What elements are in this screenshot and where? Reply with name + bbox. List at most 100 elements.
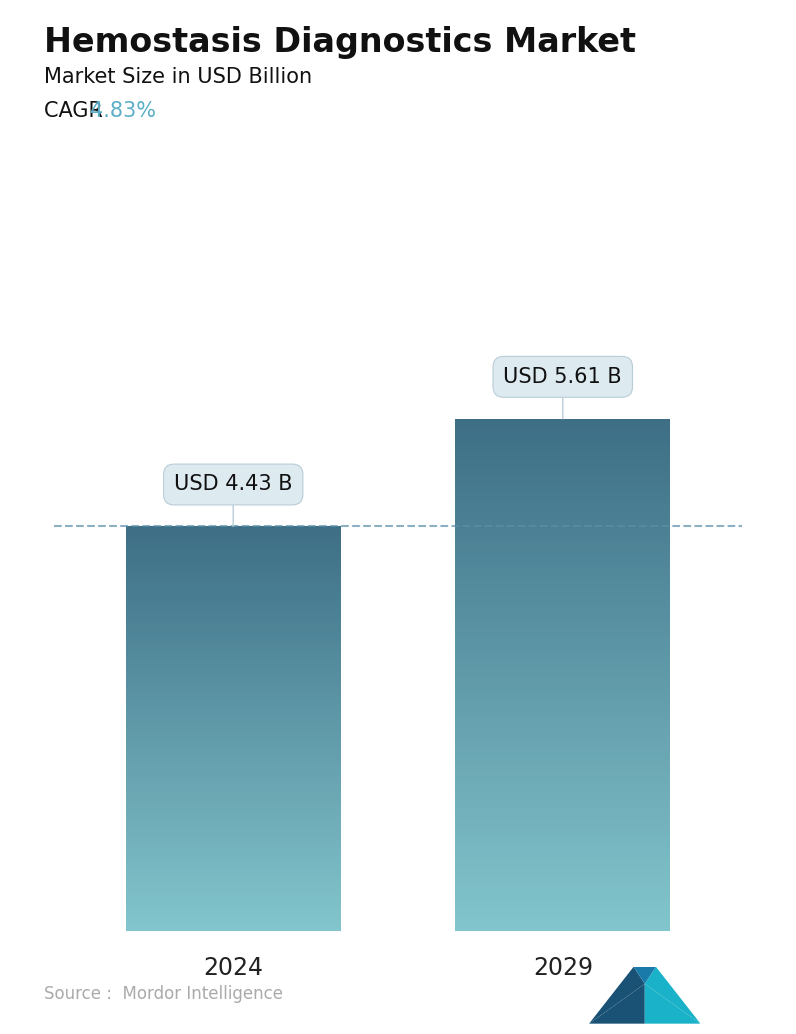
Bar <box>455 915 670 917</box>
Bar <box>455 777 670 779</box>
Bar <box>126 813 341 815</box>
Bar <box>126 641 341 642</box>
Bar <box>455 852 670 854</box>
Bar <box>455 893 670 894</box>
Bar <box>126 915 341 917</box>
Bar <box>455 905 670 907</box>
Bar <box>126 587 341 588</box>
Bar <box>126 583 341 584</box>
Bar <box>126 913 341 914</box>
Bar <box>455 757 670 758</box>
Bar <box>455 748 670 750</box>
Bar <box>455 555 670 557</box>
Bar <box>455 540 670 542</box>
Bar <box>455 896 670 899</box>
Text: CAGR: CAGR <box>44 101 109 121</box>
Bar <box>455 569 670 571</box>
Bar <box>455 758 670 760</box>
Bar <box>126 885 341 886</box>
Bar <box>455 873 670 875</box>
Bar <box>455 618 670 620</box>
Bar <box>455 659 670 661</box>
Bar <box>455 625 670 627</box>
Bar <box>126 801 341 802</box>
Bar <box>455 903 670 905</box>
Bar <box>455 669 670 671</box>
Bar <box>126 533 341 535</box>
Bar <box>126 602 341 603</box>
Bar <box>455 886 670 888</box>
Bar <box>455 723 670 724</box>
Bar <box>455 795 670 797</box>
Bar <box>455 712 670 713</box>
Bar <box>455 840 670 842</box>
Bar <box>126 628 341 629</box>
Bar <box>455 658 670 660</box>
Bar <box>455 542 670 543</box>
Bar <box>126 883 341 885</box>
Bar <box>455 799 670 801</box>
Bar <box>455 702 670 704</box>
Bar <box>126 659 341 660</box>
Bar <box>455 613 670 615</box>
Bar <box>126 639 341 641</box>
Bar <box>455 828 670 830</box>
Bar <box>455 721 670 723</box>
Bar <box>455 553 670 555</box>
Bar <box>126 781 341 783</box>
Bar <box>126 580 341 582</box>
Bar <box>455 439 670 440</box>
Bar <box>126 577 341 579</box>
Bar <box>126 765 341 766</box>
Bar <box>126 792 341 793</box>
Bar <box>126 786 341 788</box>
Polygon shape <box>645 967 700 1024</box>
Bar <box>126 722 341 723</box>
Bar <box>455 871 670 873</box>
Bar <box>126 890 341 891</box>
Bar <box>455 474 670 475</box>
Bar <box>126 568 341 570</box>
Bar <box>126 902 341 904</box>
Bar <box>126 918 341 920</box>
Bar <box>126 642 341 643</box>
Bar <box>455 429 670 431</box>
Bar <box>126 601 341 602</box>
Bar <box>455 572 670 574</box>
Bar <box>126 621 341 624</box>
Bar <box>126 687 341 688</box>
Bar <box>126 807 341 808</box>
Bar <box>455 561 670 564</box>
Bar <box>455 679 670 681</box>
Bar <box>126 530 341 531</box>
Bar <box>455 524 670 526</box>
Bar <box>126 906 341 908</box>
Bar <box>455 842 670 844</box>
Bar <box>455 912 670 914</box>
Bar <box>455 635 670 637</box>
Bar <box>455 927 670 929</box>
Bar <box>126 808 341 810</box>
Bar <box>126 673 341 674</box>
Bar <box>455 681 670 683</box>
Bar <box>455 454 670 456</box>
Bar <box>126 877 341 878</box>
Bar <box>455 506 670 508</box>
Bar <box>455 427 670 429</box>
Bar <box>455 595 670 597</box>
Bar <box>455 521 670 523</box>
Bar <box>455 907 670 909</box>
Bar <box>455 825 670 826</box>
Bar <box>126 857 341 859</box>
Text: Hemostasis Diagnostics Market: Hemostasis Diagnostics Market <box>44 26 636 59</box>
Bar <box>455 918 670 920</box>
Bar <box>126 811 341 812</box>
Bar <box>455 671 670 673</box>
Bar <box>455 821 670 823</box>
Bar <box>126 579 341 580</box>
Bar <box>126 816 341 818</box>
Bar <box>455 791 670 792</box>
Bar <box>126 668 341 669</box>
Bar <box>126 790 341 792</box>
Bar <box>455 647 670 649</box>
